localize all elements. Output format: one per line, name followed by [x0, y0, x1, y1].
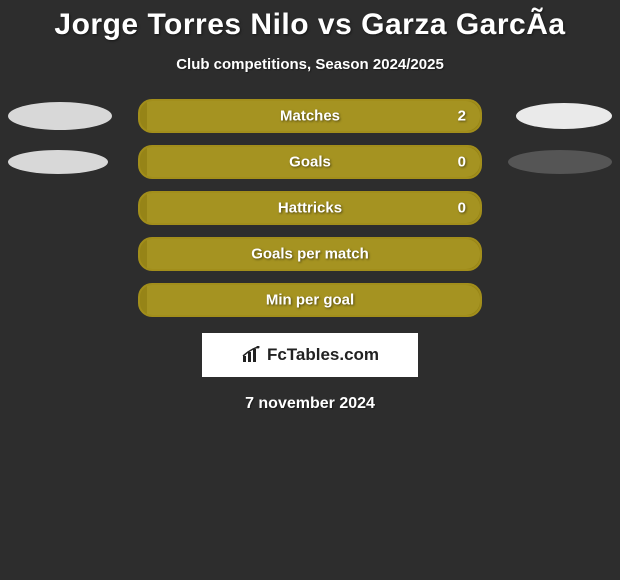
logo: FcTables.com: [241, 345, 379, 365]
stat-row: Goals0: [0, 147, 620, 177]
stat-row: Hattricks0: [0, 193, 620, 223]
stat-bar: Goals0: [138, 145, 482, 179]
stat-value: 0: [458, 200, 466, 217]
date: 7 november 2024: [0, 395, 620, 413]
stat-bar-fill: [147, 101, 480, 131]
right-oval: [508, 150, 612, 174]
stat-bar-fill: [147, 285, 480, 315]
stat-bar: Hattricks0: [138, 191, 482, 225]
stat-bar-fill: [147, 147, 480, 177]
stat-row: Goals per match: [0, 239, 620, 269]
stat-bar: Matches2: [138, 99, 482, 133]
left-oval: [8, 102, 112, 130]
page-subtitle: Club competitions, Season 2024/2025: [0, 56, 620, 73]
stat-row: Matches2: [0, 101, 620, 131]
logo-box: FcTables.com: [202, 333, 418, 377]
stat-rows: Matches2 Goals0 Hattricks0 Goals per match M…: [0, 101, 620, 315]
stat-bar-fill: [147, 239, 480, 269]
stat-bar: Min per goal: [138, 283, 482, 317]
bar-chart-icon: [241, 346, 263, 364]
stat-value: 0: [458, 154, 466, 171]
stat-bar-fill: [147, 193, 480, 223]
stat-value: 2: [458, 108, 466, 125]
left-oval: [8, 150, 108, 174]
page-title: Jorge Torres Nilo vs Garza GarcÃ­a: [0, 8, 620, 42]
logo-text: FcTables.com: [267, 345, 379, 365]
right-oval: [516, 103, 612, 129]
stat-bar: Goals per match: [138, 237, 482, 271]
stat-row: Min per goal: [0, 285, 620, 315]
